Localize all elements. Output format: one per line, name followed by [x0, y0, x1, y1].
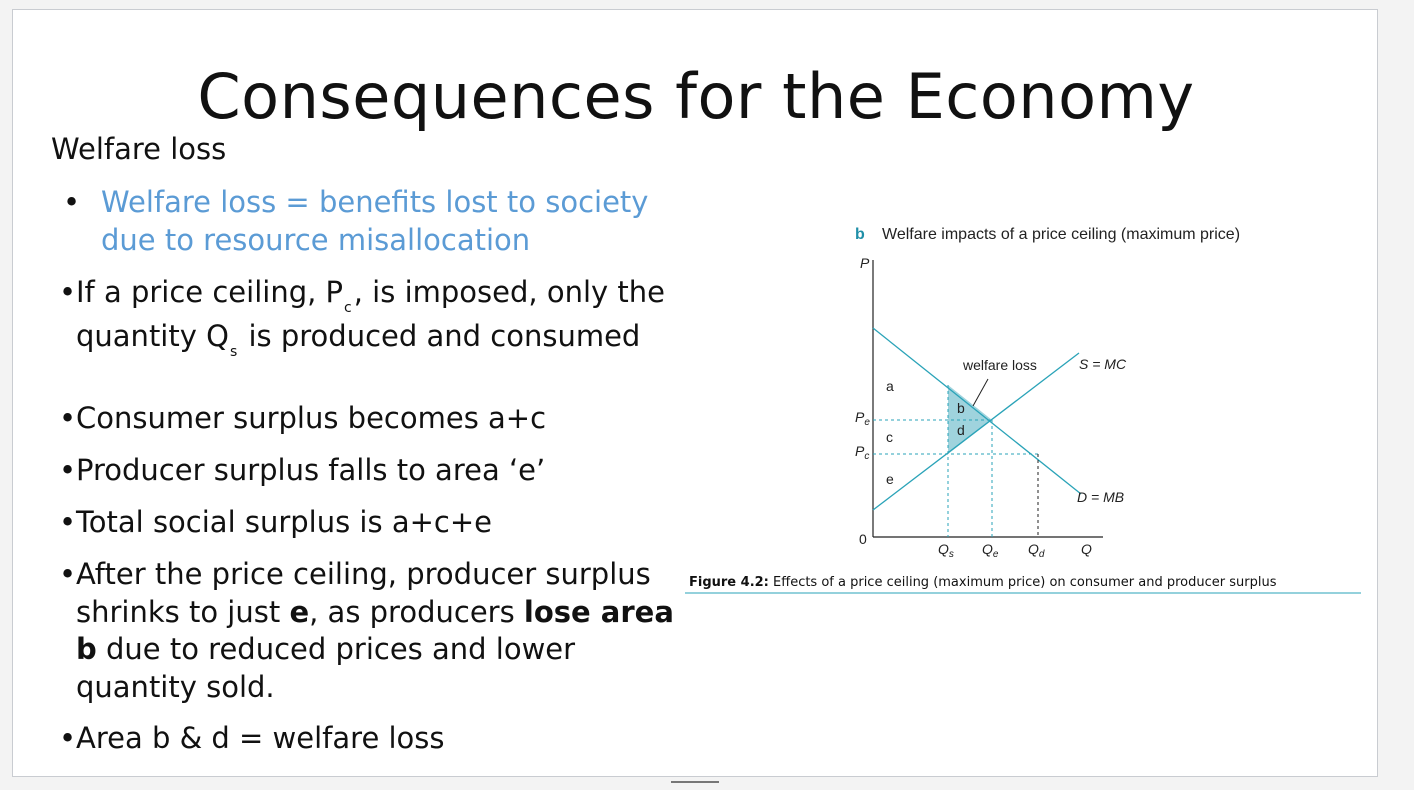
bullet-dot: • — [59, 505, 77, 539]
pe-label: Pe — [855, 409, 870, 428]
welfare-loss-pointer — [972, 378, 989, 407]
welfare-loss-label: welfare loss — [962, 357, 1037, 373]
bullet-definition: • Welfare loss = benefits lost to societ… — [63, 184, 681, 259]
text-part: After the price ceiling, producer surplu… — [76, 557, 651, 629]
subheading: Welfare loss — [51, 132, 227, 166]
q-axis-label: Q — [1081, 541, 1092, 557]
subscript-s: s — [229, 343, 238, 360]
bullet-dot: • — [59, 721, 77, 755]
slide: Consequences for the Economy Welfare los… — [12, 9, 1378, 777]
bullet-dot: • — [59, 557, 77, 591]
welfare-diagram: b Welfare impacts of a price ceiling (ma… — [685, 226, 1361, 594]
text-part: , as producers — [309, 594, 524, 629]
subscript-c: c — [344, 300, 352, 316]
text-part: is produced and consumed — [239, 318, 641, 353]
panel-letter: b — [855, 226, 865, 243]
bullet-dot: • — [59, 453, 77, 487]
panel-title: Welfare impacts of a price ceiling (maxi… — [882, 226, 1240, 243]
qs-label: Qs — [938, 541, 954, 560]
bold-lose-area-b: lose area b — [76, 594, 674, 667]
scroll-indicator — [671, 781, 719, 783]
area-b-label: b — [957, 400, 965, 416]
bullet-dot: • — [63, 185, 81, 219]
text-part: , is imposed, only the quantity Q — [76, 275, 665, 353]
bold-e: e — [289, 594, 310, 629]
area-d-label: d — [957, 422, 965, 438]
qd-label: Qd — [1028, 541, 1045, 560]
bullet-consumer-surplus: • Consumer surplus becomes a+c — [59, 400, 676, 438]
origin-label: 0 — [859, 531, 867, 547]
bullet-after-ceiling: • After the price ceiling, producer surp… — [59, 556, 696, 706]
pc-label: Pc — [855, 443, 869, 462]
text-part: due to reduced prices and lower quantity… — [76, 632, 576, 704]
supply-curve — [872, 352, 1080, 511]
bullet-area-bd: • Area b & d = welfare loss — [59, 720, 676, 758]
area-e-label: e — [886, 471, 894, 487]
slide-title: Consequences for the Economy — [197, 60, 1195, 133]
bullet-text: Consumer surplus becomes a+c — [76, 401, 547, 435]
bullet-text: Total social surplus is a+c+e — [76, 505, 492, 539]
p-axis-label: P — [860, 255, 870, 271]
demand-label: D = MB — [1077, 489, 1124, 505]
bullet-producer-surplus: • Producer surplus falls to area ‘e’ — [59, 452, 676, 490]
bullet-text: Producer surplus falls to area ‘e’ — [76, 453, 546, 487]
bullet-text: Area b & d = welfare loss — [76, 721, 445, 755]
bullet-text: Welfare loss = benefits lost to society … — [101, 185, 649, 257]
text-part: If a price ceiling, P — [76, 275, 344, 309]
area-c-label: c — [886, 429, 893, 445]
demand-curve — [872, 327, 1082, 495]
bullet-total-surplus: • Total social surplus is a+c+e — [59, 504, 676, 542]
figure-caption: Figure 4.2: Effects of a price ceiling (… — [689, 575, 1277, 590]
bullet-dot: • — [59, 275, 77, 309]
bullet-price-ceiling: • If a price ceiling, Pc, is imposed, on… — [59, 274, 676, 361]
qe-label: Qe — [982, 541, 999, 560]
supply-label: S = MC — [1079, 356, 1127, 372]
area-a-label: a — [886, 378, 894, 394]
bullet-dot: • — [59, 401, 77, 435]
